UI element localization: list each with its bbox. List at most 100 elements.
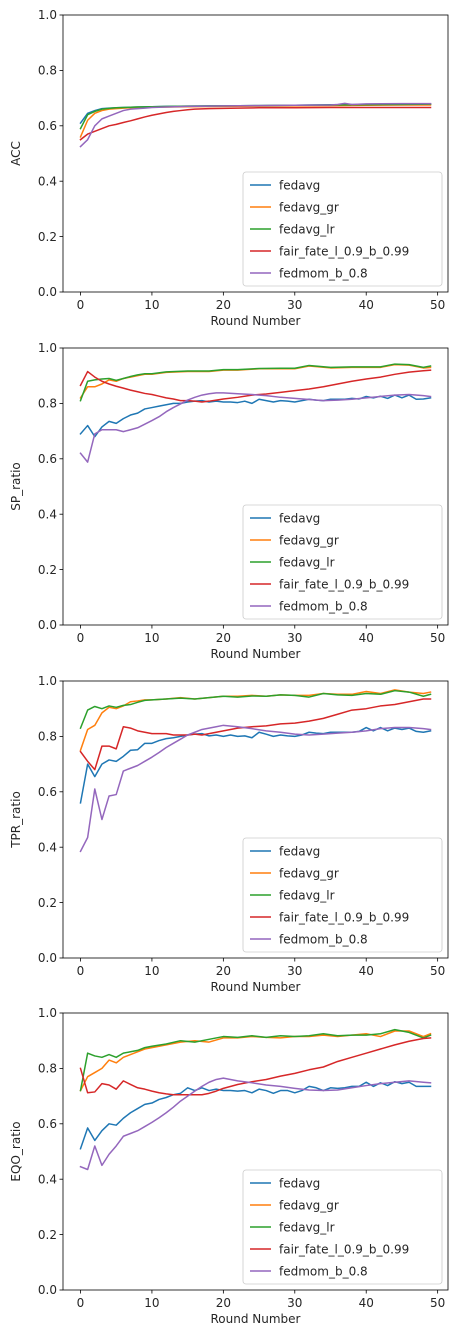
y-tick-label: 0.2 bbox=[38, 1228, 57, 1242]
x-tick-label: 30 bbox=[287, 298, 302, 312]
legend-entry-label: fedavg_gr bbox=[279, 200, 339, 214]
series-line-5 bbox=[79, 392, 432, 463]
legend-entry-label: fedavg_gr bbox=[279, 866, 339, 880]
x-axis-label: Round Number bbox=[211, 647, 301, 661]
y-tick-label: 0.8 bbox=[38, 730, 57, 744]
x-tick-label: 20 bbox=[216, 298, 231, 312]
x-tick-label: 50 bbox=[430, 631, 445, 645]
x-tick-label: 50 bbox=[430, 964, 445, 978]
x-tick-label: 20 bbox=[216, 1296, 231, 1310]
y-tick-label: 0.2 bbox=[38, 230, 57, 244]
y-axis-label: SP_ratio bbox=[9, 462, 23, 511]
y-tick-label: 0.6 bbox=[38, 785, 57, 799]
legend-entry-label: fedavg bbox=[279, 511, 320, 525]
x-tick-label: 50 bbox=[430, 1296, 445, 1310]
y-tick-label: 0.0 bbox=[38, 618, 57, 632]
x-tick-label: 10 bbox=[144, 1296, 159, 1310]
legend: fedavg fedavg_gr fedavg_lr fair_fate_l_0.9_… bbox=[242, 837, 443, 953]
series-line-2 bbox=[79, 104, 432, 138]
legend-entry-label: fedavg_lr bbox=[279, 1220, 335, 1234]
y-axis-label: EQO_ratio bbox=[9, 1121, 23, 1181]
x-tick-label: 40 bbox=[359, 964, 374, 978]
series-lines bbox=[79, 1028, 432, 1171]
axes-frame bbox=[62, 14, 449, 293]
legend-entry-label: fair_fate_l_0.9_b_0.99 bbox=[279, 577, 409, 591]
legend-entry-label: fedavg_gr bbox=[279, 1198, 339, 1212]
y-axis-label: ACC bbox=[9, 141, 23, 166]
series-line-1 bbox=[79, 1080, 432, 1150]
series-lines bbox=[79, 102, 432, 148]
series-line-2 bbox=[79, 363, 432, 399]
y-tick-label: 0.0 bbox=[38, 1283, 57, 1297]
series-line-4 bbox=[79, 1037, 432, 1096]
subplot-3: 0 10 20 30 40 50 0.0 0.2 0.4 0.6 0.8 1.0 Round Numbe… bbox=[9, 674, 449, 994]
x-tick-label: 40 bbox=[359, 1296, 374, 1310]
y-tick-label: 0.8 bbox=[38, 64, 57, 78]
legend-entry-label: fedmom_b_0.8 bbox=[279, 932, 368, 946]
y-tick-label: 0.4 bbox=[38, 507, 57, 521]
x-tick-label: 40 bbox=[359, 631, 374, 645]
legend-entry-label: fair_fate_l_0.9_b_0.99 bbox=[279, 1242, 409, 1256]
legend-entry-label: fair_fate_l_0.9_b_0.99 bbox=[279, 244, 409, 258]
legend-entry-label: fedmom_b_0.8 bbox=[279, 266, 368, 280]
x-tick-label: 30 bbox=[287, 631, 302, 645]
x-tick-label: 0 bbox=[77, 964, 85, 978]
legend-entry-label: fedmom_b_0.8 bbox=[279, 1264, 368, 1278]
subplot-1: 0 10 20 30 40 50 0.0 0.2 0.4 0.6 0.8 1.0 Round Numbe… bbox=[9, 8, 449, 328]
y-tick-label: 1.0 bbox=[38, 674, 57, 688]
legend-entry-label: fedavg_lr bbox=[279, 888, 335, 902]
y-tick-label: 0.8 bbox=[38, 1062, 57, 1076]
y-tick-label: 0.8 bbox=[38, 397, 57, 411]
series-line-4 bbox=[79, 106, 432, 141]
series-line-5 bbox=[79, 724, 432, 853]
legend-entry-label: fedmom_b_0.8 bbox=[279, 599, 368, 613]
series-line-2 bbox=[79, 689, 432, 752]
legend-box bbox=[242, 837, 443, 953]
axes-frame bbox=[62, 680, 449, 959]
legend-entry-label: fedavg_lr bbox=[279, 222, 335, 236]
y-tick-label: 0.0 bbox=[38, 285, 57, 299]
legend: fedavg fedavg_gr fedavg_lr fair_fate_l_0.9_… bbox=[242, 171, 443, 287]
subplot-2: 0 10 20 30 40 50 0.0 0.2 0.4 0.6 0.8 1.0 Round Numbe… bbox=[9, 341, 449, 661]
legend-entry-label: fedavg bbox=[279, 844, 320, 858]
series-line-5 bbox=[79, 102, 432, 148]
axes-frame bbox=[62, 1012, 449, 1291]
x-tick-label: 50 bbox=[430, 298, 445, 312]
x-tick-label: 20 bbox=[216, 631, 231, 645]
y-tick-label: 0.6 bbox=[38, 452, 57, 466]
x-tick-label: 20 bbox=[216, 964, 231, 978]
legend-entry-label: fedavg bbox=[279, 178, 320, 192]
series-line-3 bbox=[79, 689, 432, 730]
y-tick-label: 0.4 bbox=[38, 174, 57, 188]
x-tick-label: 0 bbox=[77, 298, 85, 312]
series-line-2 bbox=[79, 1030, 432, 1092]
y-tick-label: 0.2 bbox=[38, 563, 57, 577]
series-lines bbox=[79, 689, 432, 853]
series-line-3 bbox=[79, 1028, 432, 1092]
y-axis-label: TPR_ratio bbox=[9, 791, 23, 849]
series-line-3 bbox=[79, 363, 432, 402]
y-tick-label: 0.4 bbox=[38, 840, 57, 854]
legend-box bbox=[242, 1169, 443, 1285]
y-tick-label: 0.4 bbox=[38, 1172, 57, 1186]
series-line-1 bbox=[79, 394, 432, 438]
series-line-1 bbox=[79, 726, 432, 804]
x-tick-label: 10 bbox=[144, 631, 159, 645]
y-tick-label: 1.0 bbox=[38, 341, 57, 355]
legend-box bbox=[242, 171, 443, 287]
y-tick-label: 0.6 bbox=[38, 119, 57, 133]
legend-box bbox=[242, 504, 443, 620]
legend: fedavg fedavg_gr fedavg_lr fair_fate_l_0.9_… bbox=[242, 1169, 443, 1285]
x-axis-label: Round Number bbox=[211, 980, 301, 994]
y-tick-label: 1.0 bbox=[38, 8, 57, 22]
y-tick-label: 1.0 bbox=[38, 1006, 57, 1020]
legend-entry-label: fedavg bbox=[279, 1176, 320, 1190]
series-line-4 bbox=[79, 698, 432, 771]
y-tick-label: 0.0 bbox=[38, 951, 57, 965]
legend-entry-label: fedavg_gr bbox=[279, 533, 339, 547]
x-axis-label: Round Number bbox=[211, 1312, 301, 1326]
x-tick-label: 10 bbox=[144, 298, 159, 312]
x-axis-label: Round Number bbox=[211, 314, 301, 328]
series-line-3 bbox=[79, 103, 432, 130]
